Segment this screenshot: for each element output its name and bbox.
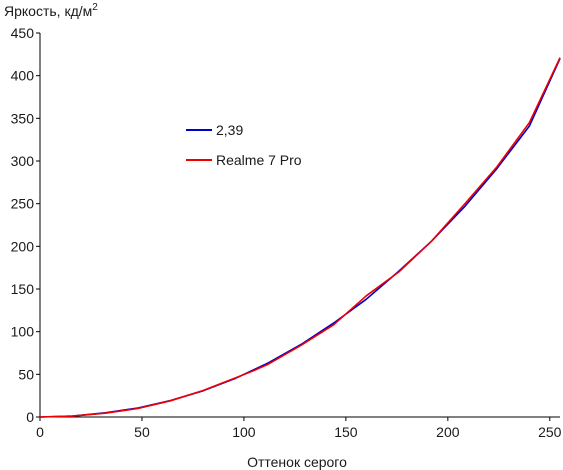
y-tick-label: 0 <box>26 409 34 425</box>
y-tick-label: 50 <box>18 366 34 382</box>
y-tick-label: 400 <box>11 68 35 84</box>
y-tick-label: 150 <box>11 281 35 297</box>
legend-label-2: Realme 7 Pro <box>216 152 302 168</box>
x-tick-label: 100 <box>232 424 256 440</box>
y-axis-title: Яркость, кд/м2 <box>4 2 98 19</box>
y-tick-label: 200 <box>11 238 35 254</box>
y-tick-label: 350 <box>11 110 35 126</box>
x-tick-label: 0 <box>36 424 44 440</box>
axes: 0 50 100 150 200 250 300 350 400 450 0 50 100 150 200 2… <box>11 25 562 440</box>
series-line-1 <box>39 58 561 418</box>
x-axis-title: Оттенок серого <box>247 454 347 470</box>
x-tick-label: 150 <box>334 424 358 440</box>
legend: 2,39 Realme 7 Pro <box>186 122 302 168</box>
y-axis-title-text: Яркость, кд/м <box>4 3 92 19</box>
y-tick-label: 250 <box>11 196 35 212</box>
y-tick-label: 450 <box>11 25 35 41</box>
x-tick-label: 200 <box>436 424 460 440</box>
series-line-2 <box>39 57 561 418</box>
x-tick-label: 250 <box>538 424 562 440</box>
legend-label-1: 2,39 <box>216 122 243 138</box>
y-tick-label: 100 <box>11 324 35 340</box>
y-tick-label: 300 <box>11 153 35 169</box>
y-axis-title-superscript: 2 <box>92 2 98 13</box>
x-tick-label: 50 <box>134 424 150 440</box>
series-layer <box>39 57 561 418</box>
